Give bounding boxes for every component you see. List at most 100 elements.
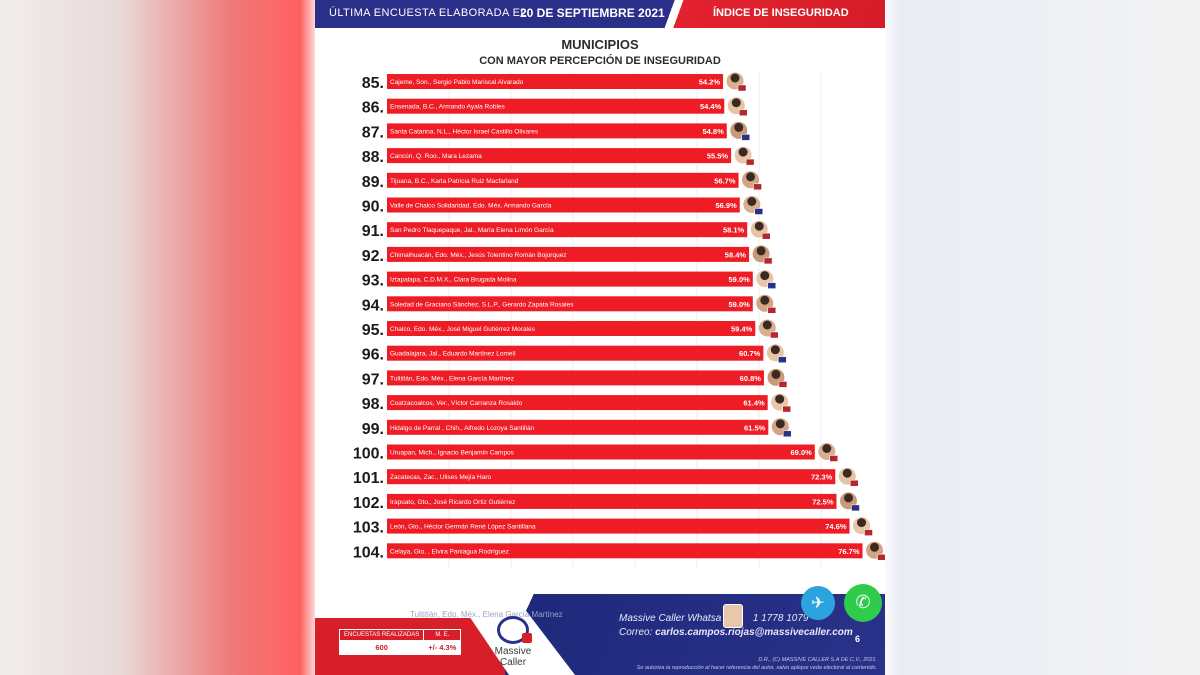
- header-bar: ÚLTIMA ENCUESTA ELABORADA EL 20 DE SEPTI…: [315, 0, 885, 28]
- bar-value-label: 59.0%: [729, 275, 751, 284]
- mail-label: Correo:: [619, 627, 653, 638]
- stats-value-margin: +/- 4.3%: [423, 640, 462, 655]
- bar-category-label: Celaya, Gto. , Elvira Paniagua Rodríguez: [390, 548, 509, 555]
- bar-category-label: Iztapalapa, C.D.M.X., Clara Brugada Moli…: [390, 277, 517, 284]
- party-badge: [851, 504, 860, 512]
- candidate-hair: [775, 419, 785, 429]
- chart-title: MUNICIPIOS: [561, 37, 639, 52]
- bar: [387, 419, 769, 435]
- bar-value-label: 59.0%: [729, 300, 751, 309]
- party-badge: [767, 307, 777, 314]
- candidate-hair: [738, 147, 748, 157]
- rank-label: 90.: [362, 199, 384, 216]
- mail-address[interactable]: carlos.campos.riojas@massivecaller.com: [655, 627, 853, 638]
- bar: [387, 271, 753, 287]
- bar: [387, 123, 727, 139]
- rank-label: 103.: [353, 520, 384, 537]
- party-badge: [737, 84, 747, 92]
- bar: [387, 98, 725, 114]
- bar: [387, 395, 768, 411]
- bar: [387, 518, 850, 534]
- rank-label: 87.: [362, 124, 384, 141]
- rank-label: 88.: [362, 149, 384, 166]
- bar-category-label: San Pedro Tlaquepaque, Jal., María Elena…: [390, 227, 554, 234]
- party-badge: [745, 158, 755, 166]
- party-badge: [864, 529, 873, 536]
- party-badge: [829, 455, 839, 462]
- rank-label: 94.: [362, 297, 384, 314]
- bar-category-label: Ensenada, B.C., Armando Ayala Robles: [390, 104, 506, 111]
- candidate-hair: [754, 221, 764, 231]
- stats-header-margin: M. E.: [423, 629, 462, 641]
- whatsapp-icon[interactable]: ✆: [844, 584, 882, 622]
- bar-category-label: Uruapan, Mich., Ignacio Benjamín Campos: [390, 450, 515, 457]
- bar: [387, 543, 863, 559]
- bar-category-label: Coatzacoalcos, Ver., Víctor Carranza Ros…: [390, 400, 523, 407]
- bar-value-label: 61.5%: [744, 423, 766, 432]
- bar-value-label: 54.2%: [699, 78, 721, 87]
- bar-value-label: 60.7%: [739, 349, 761, 358]
- party-badge: [778, 381, 788, 388]
- party-badge: [754, 208, 764, 215]
- party-badge: [778, 356, 787, 363]
- party-badge: [763, 257, 773, 265]
- candidate-hair: [734, 122, 744, 132]
- massive-caller-logo: Massive Caller: [483, 616, 543, 668]
- bar-value-label: 69.0%: [791, 448, 813, 457]
- candidate-hair: [747, 197, 757, 206]
- bar-category-label: León, Gto., Héctor Germán René López San…: [390, 524, 536, 531]
- infographic-card: ÚLTIMA ENCUESTA ELABORADA EL 20 DE SEPTI…: [315, 0, 885, 675]
- chart-subtitle: CON MAYOR PERCEPCIÓN DE INSEGURIDAD: [479, 55, 721, 67]
- rank-label: 98.: [362, 396, 384, 413]
- bar: [387, 444, 815, 460]
- candidate-hair: [857, 518, 867, 528]
- overlay-portrait: [723, 604, 743, 628]
- bar: [387, 74, 724, 89]
- bar-value-label: 55.5%: [707, 152, 729, 161]
- legal-line-2: Se autoriza la reproducción al hacer ref…: [636, 665, 877, 671]
- bar: [387, 197, 740, 213]
- footer-ghost-text: Tultitlán, Edo. Méx., Elena García Martí…: [410, 610, 563, 619]
- party-badge: [850, 479, 859, 487]
- party-badge: [741, 134, 751, 141]
- rank-label: 100.: [353, 446, 384, 463]
- rank-label: 89.: [362, 174, 384, 191]
- bar-value-label: 72.3%: [811, 473, 833, 482]
- candidate-hair: [842, 468, 852, 478]
- legal-line-1: D.R., (C) MASSIVE CALLER S.A DE C.V., 20…: [758, 657, 877, 663]
- index-title: ÍNDICE DE INSEGURIDAD: [713, 7, 849, 19]
- stats-value-surveys: 600: [338, 640, 425, 655]
- bar-category-label: Santa Catarina, N.L., Héctor Israel Cast…: [390, 128, 539, 135]
- bar-value-label: 60.8%: [740, 374, 762, 383]
- party-badge: [739, 109, 748, 116]
- party-badge: [877, 554, 885, 561]
- party-badge: [770, 331, 779, 339]
- bar: [387, 148, 732, 164]
- party-badge: [783, 430, 792, 438]
- party-badge: [753, 183, 762, 191]
- bar-value-label: 72.5%: [812, 497, 834, 506]
- bar-value-label: 56.7%: [714, 176, 736, 185]
- rank-label: 104.: [353, 544, 384, 561]
- bar-category-label: Valle de Chalco Solidaridad, Edo. Méx. A…: [390, 203, 552, 210]
- rank-label: 91.: [362, 223, 384, 240]
- party-badge: [767, 282, 777, 289]
- telegram-icon[interactable]: ✈: [801, 586, 835, 620]
- bar-value-label: 58.4%: [725, 250, 747, 259]
- whatsapp-number: 1 1778 1079: [752, 613, 809, 624]
- survey-stats-table: ENCUESTAS REALIZADAS M. E. 600 +/- 4.3%: [338, 629, 462, 655]
- candidate-hair: [730, 73, 740, 83]
- bar-value-label: 76.7%: [838, 547, 860, 556]
- rank-label: 92.: [362, 248, 384, 265]
- rank-label: 97.: [362, 371, 384, 388]
- rank-label: 101.: [353, 470, 384, 487]
- rank-label: 86.: [362, 100, 384, 117]
- bar-category-label: Chimalhuacán, Edo. Méx., Jesús Tolentino…: [390, 252, 567, 259]
- rank-label: 85.: [362, 75, 384, 92]
- bar-value-label: 54.8%: [702, 127, 724, 136]
- survey-date: 20 DE SEPTIEMBRE 2021: [520, 6, 665, 20]
- candidate-hair: [770, 345, 780, 355]
- bar-value-label: 56.9%: [715, 201, 737, 210]
- mail-contact: Correo: carlos.campos.riojas@massivecall…: [619, 627, 853, 638]
- brand-line-1: Massive: [494, 646, 532, 657]
